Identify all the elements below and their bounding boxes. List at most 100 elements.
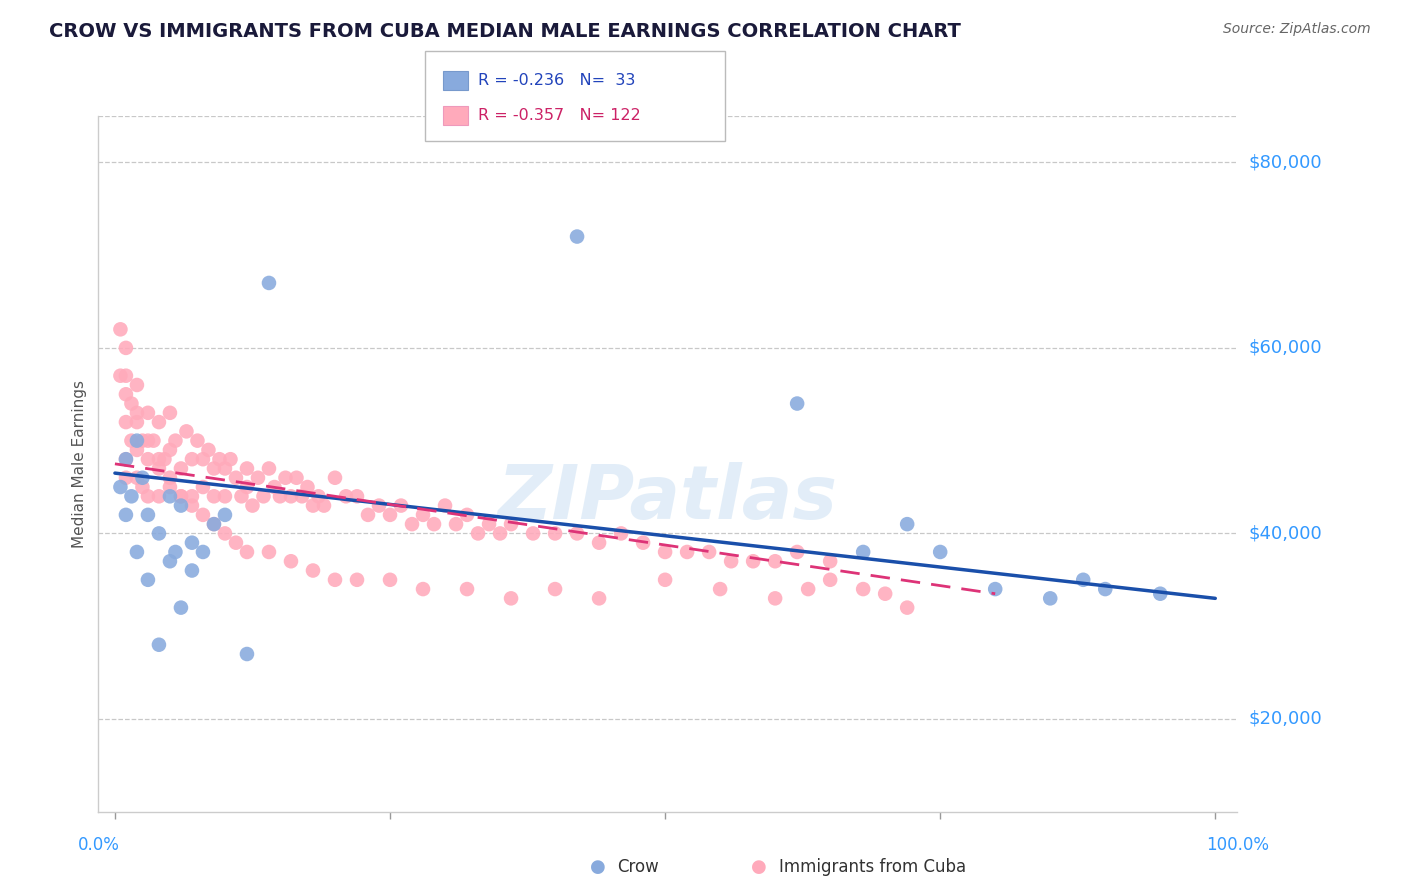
Text: $40,000: $40,000 — [1249, 524, 1322, 542]
Text: CROW VS IMMIGRANTS FROM CUBA MEDIAN MALE EARNINGS CORRELATION CHART: CROW VS IMMIGRANTS FROM CUBA MEDIAN MALE… — [49, 22, 962, 41]
Point — [631, 535, 654, 549]
Point — [181, 489, 204, 503]
Point — [588, 591, 610, 606]
Point — [125, 471, 148, 485]
Text: 0.0%: 0.0% — [77, 836, 120, 854]
Point — [236, 480, 259, 494]
Point — [186, 434, 208, 448]
Point — [136, 406, 159, 420]
Point — [148, 415, 170, 429]
Point — [720, 554, 742, 568]
Point — [697, 545, 720, 559]
Point — [308, 489, 330, 503]
Point — [125, 545, 148, 559]
Point — [763, 591, 786, 606]
Point — [302, 499, 325, 513]
Point — [852, 545, 875, 559]
Point — [131, 434, 153, 448]
Text: $60,000: $60,000 — [1249, 339, 1322, 357]
Point — [136, 573, 159, 587]
Point — [159, 406, 181, 420]
Point — [346, 489, 368, 503]
Point — [896, 600, 918, 615]
Point — [236, 545, 259, 559]
Point — [136, 508, 159, 522]
Point — [285, 471, 308, 485]
Point — [280, 554, 302, 568]
Point — [1071, 573, 1094, 587]
Point — [335, 489, 357, 503]
Point — [214, 526, 236, 541]
Text: Immigrants from Cuba: Immigrants from Cuba — [779, 858, 966, 876]
Point — [231, 489, 253, 503]
Point — [170, 489, 193, 503]
Point — [148, 489, 170, 503]
Point — [786, 545, 808, 559]
Point — [252, 489, 274, 503]
Point — [191, 480, 214, 494]
Point — [131, 480, 153, 494]
Point — [208, 452, 231, 467]
Point — [115, 341, 138, 355]
Point — [610, 526, 633, 541]
Point — [165, 545, 187, 559]
Point — [1039, 591, 1062, 606]
Y-axis label: Median Male Earnings: Median Male Earnings — [72, 380, 87, 548]
Text: $80,000: $80,000 — [1249, 153, 1322, 171]
Point — [125, 406, 148, 420]
Point — [875, 587, 897, 601]
Point — [929, 545, 952, 559]
Point — [219, 452, 242, 467]
Point — [412, 582, 434, 596]
Point — [170, 499, 193, 513]
Point — [159, 554, 181, 568]
Point — [378, 573, 401, 587]
Point — [181, 452, 204, 467]
Point — [323, 573, 346, 587]
Point — [236, 461, 259, 475]
Point — [896, 517, 918, 532]
Point — [654, 573, 676, 587]
Point — [214, 489, 236, 503]
Point — [984, 582, 1007, 596]
Point — [225, 471, 247, 485]
Point — [170, 489, 193, 503]
Point — [269, 489, 291, 503]
Point — [170, 461, 193, 475]
Point — [323, 471, 346, 485]
Point — [499, 591, 522, 606]
Point — [176, 425, 198, 439]
Point — [181, 535, 204, 549]
Point — [544, 526, 567, 541]
Point — [125, 415, 148, 429]
Point — [115, 387, 138, 401]
Point — [131, 471, 153, 485]
Point — [456, 582, 478, 596]
Point — [246, 471, 269, 485]
Text: ZIPatlas: ZIPatlas — [498, 462, 838, 535]
Point — [676, 545, 699, 559]
Point — [544, 582, 567, 596]
Text: ●: ● — [751, 858, 768, 876]
Point — [148, 461, 170, 475]
Point — [214, 461, 236, 475]
Point — [1149, 587, 1171, 601]
Point — [110, 480, 132, 494]
Point — [159, 442, 181, 457]
Point — [115, 471, 138, 485]
Point — [181, 499, 204, 513]
Point — [115, 368, 138, 383]
Point — [120, 396, 142, 410]
Point — [202, 517, 225, 532]
Point — [499, 517, 522, 532]
Point — [115, 452, 138, 467]
Point — [225, 535, 247, 549]
Point — [257, 276, 280, 290]
Point — [763, 554, 786, 568]
Point — [257, 545, 280, 559]
Point — [125, 442, 148, 457]
Point — [165, 434, 187, 448]
Point — [110, 322, 132, 336]
Point — [202, 461, 225, 475]
Point — [191, 545, 214, 559]
